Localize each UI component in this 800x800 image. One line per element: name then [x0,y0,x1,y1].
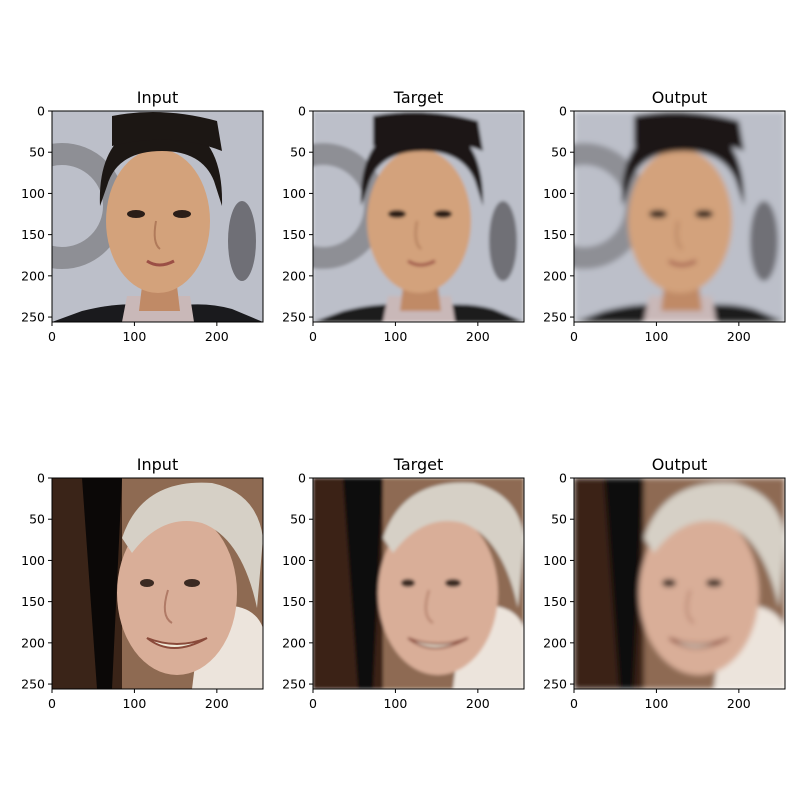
y-tick-label: 100 [21,186,45,201]
portrait-image [10,111,263,322]
portrait-image [271,111,524,322]
x-tick-label: 200 [727,696,751,711]
panel-title: Input [137,88,178,107]
y-tick-label: 0 [298,471,306,486]
y-tick-label: 200 [21,268,45,283]
y-tick-label: 0 [559,471,567,486]
x-tick-label: 100 [644,329,668,344]
y-tick-label: 150 [21,594,45,609]
y-tick-label: 50 [29,512,45,527]
y-tick-label: 200 [282,635,306,650]
y-tick-label: 200 [21,635,45,650]
x-tick-label: 200 [205,329,229,344]
y-tick-label: 100 [543,186,567,201]
y-tick-label: 250 [282,310,306,325]
panel-title: Input [137,455,178,474]
y-tick-label: 0 [37,104,45,119]
axes-frame [312,477,525,690]
x-tick-label: 100 [644,696,668,711]
x-tick-label: 0 [570,329,578,344]
y-tick-label: 200 [282,268,306,283]
panel-title: Target [393,88,444,107]
axes-frame [51,110,264,323]
panel-title: Output [652,88,708,107]
x-tick-label: 200 [205,696,229,711]
axes-frame [312,110,525,323]
x-tick-label: 0 [48,329,56,344]
portrait-image [532,111,785,322]
x-tick-label: 100 [122,696,146,711]
x-tick-label: 100 [383,696,407,711]
x-tick-label: 100 [122,329,146,344]
y-tick-label: 50 [290,512,306,527]
y-tick-label: 0 [559,104,567,119]
y-tick-label: 100 [282,553,306,568]
y-tick-label: 250 [543,677,567,692]
y-tick-label: 200 [543,268,567,283]
y-tick-label: 200 [543,635,567,650]
y-tick-label: 150 [543,227,567,242]
y-tick-label: 100 [21,553,45,568]
panel-title: Output [652,455,708,474]
y-tick-label: 50 [551,145,567,160]
axes-frame [51,477,264,690]
y-tick-label: 150 [543,594,567,609]
axes-frame [573,477,786,690]
x-tick-label: 0 [570,696,578,711]
y-tick-label: 50 [290,145,306,160]
y-tick-label: 100 [543,553,567,568]
y-tick-label: 50 [29,145,45,160]
y-tick-label: 0 [298,104,306,119]
axes-frame [573,110,786,323]
y-tick-label: 150 [282,227,306,242]
x-tick-label: 200 [466,696,490,711]
y-tick-label: 0 [37,471,45,486]
y-tick-label: 50 [551,512,567,527]
y-tick-label: 250 [21,310,45,325]
portrait-image [52,478,263,689]
y-tick-label: 100 [282,186,306,201]
y-tick-label: 250 [282,677,306,692]
x-tick-label: 0 [48,696,56,711]
y-tick-label: 150 [282,594,306,609]
y-tick-label: 250 [543,310,567,325]
x-tick-label: 200 [466,329,490,344]
y-tick-label: 150 [21,227,45,242]
portrait-image [313,478,524,689]
y-tick-label: 250 [21,677,45,692]
portrait-image [574,478,785,689]
x-tick-label: 0 [309,696,317,711]
x-tick-label: 100 [383,329,407,344]
panel-title: Target [393,455,444,474]
x-tick-label: 0 [309,329,317,344]
x-tick-label: 200 [727,329,751,344]
